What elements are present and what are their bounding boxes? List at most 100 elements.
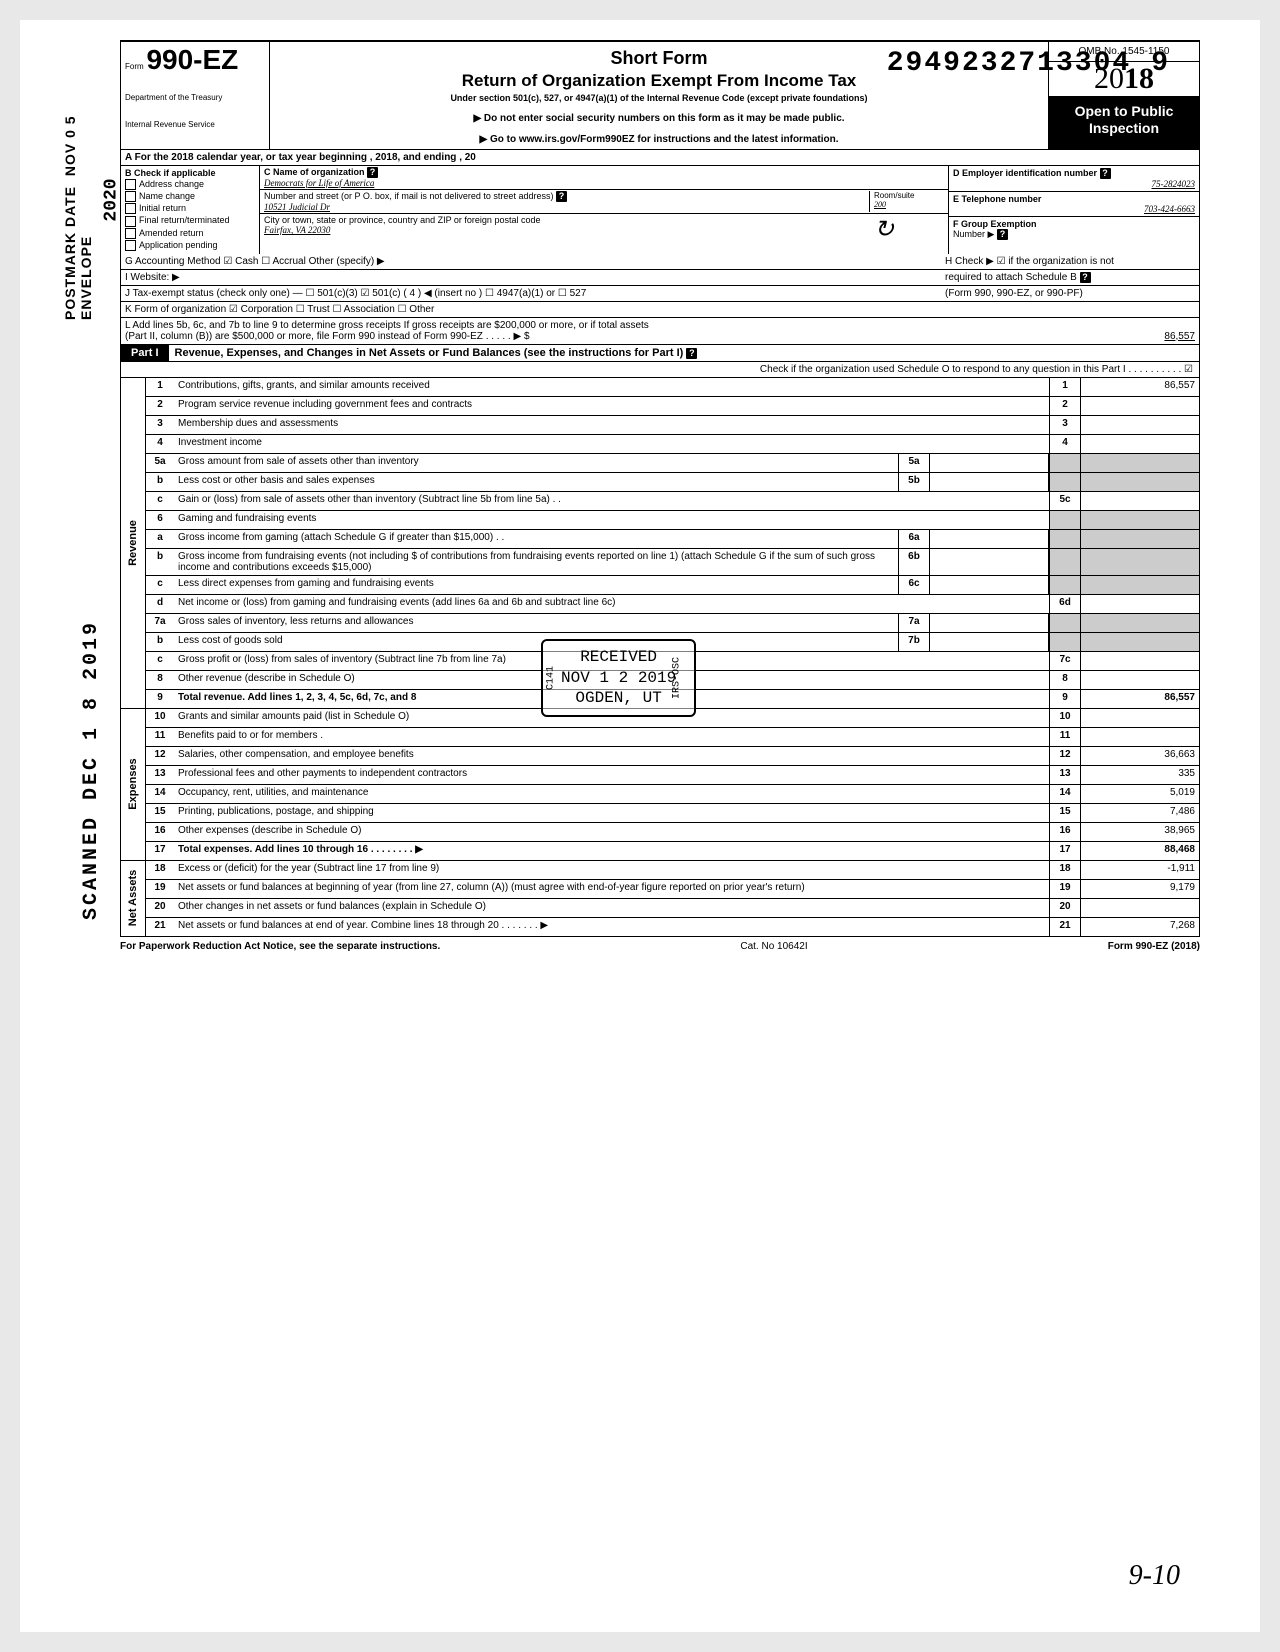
help-icon[interactable]: ? [556,191,567,202]
row-g-left: G Accounting Method ☑ Cash ☐ Accrual Oth… [125,256,941,267]
table-row: cLess direct expenses from gaming and fu… [146,576,1199,595]
table-row: 1Contributions, gifts, grants, and simil… [146,378,1199,397]
envelope-postmark-stamp: POSTMARK DATE NOV 0 5ENVELOPE [62,115,94,320]
row-j-tax-exempt: J Tax-exempt status (check only one) — ☐… [120,286,1200,302]
c-name-row: C Name of organization ? Democrats for L… [260,166,948,190]
row-k-form-org: K Form of organization ☑ Corporation ☐ T… [120,302,1200,318]
c-city-label: City or town, state or province, country… [264,215,540,225]
table-row: bLess cost or other basis and sales expe… [146,473,1199,492]
part-1-tab: Part I [121,345,169,361]
scanned-stamp: SCANNED DEC 1 8 2019 [80,620,103,920]
table-row: cGain or (loss) from sale of assets othe… [146,492,1199,511]
row-l-line1: L Add lines 5b, 6c, and 7b to line 9 to … [125,320,1195,331]
table-row: 20Other changes in net assets or fund ba… [146,899,1199,918]
col-d-e-f: D Employer identification number ? 75-28… [948,166,1199,254]
expenses-label-text: Expenses [127,759,139,810]
table-row: 13Professional fees and other payments t… [146,766,1199,785]
open-to-public: Open to Public Inspection [1049,97,1199,149]
help-icon[interactable]: ? [686,348,697,359]
row-k-text: K Form of organization ☑ Corporation ☐ T… [125,304,1195,315]
chk-initial-return[interactable]: Initial return [125,203,255,214]
room-value: 200 [874,200,886,209]
help-icon[interactable]: ? [997,229,1008,240]
open-line1: Open to Public [1051,103,1197,120]
c-address-row: Number and street (or P O. box, if mail … [260,190,948,214]
table-row: 19Net assets or fund balances at beginni… [146,880,1199,899]
row-i-right: required to attach Schedule B ? [945,272,1195,283]
dept-irs: Internal Revenue Service [125,121,265,130]
col-c-org-info: C Name of organization ? Democrats for L… [260,166,948,254]
chk-name-change[interactable]: Name change [125,191,255,202]
f-group-exemption: F Group Exemption Number ▶ ? [949,217,1199,242]
net-assets-side-label: Net Assets [121,861,146,936]
expenses-table: Expenses 10Grants and similar amounts pa… [120,709,1200,861]
row-l-line2: (Part II, column (B)) are $500,000 or mo… [125,331,1085,342]
table-row: dNet income or (loss) from gaming and fu… [146,595,1199,614]
table-row: 7aGross sales of inventory, less returns… [146,614,1199,633]
stamp-location: OGDEN, UT [561,688,676,709]
footer-mid: Cat. No 10642I [740,941,807,952]
table-row: aGross income from gaming (attach Schedu… [146,530,1199,549]
block-b-to-f: B Check if applicable Address change Nam… [120,166,1200,254]
table-row: 4Investment income4 [146,435,1199,454]
c-name-label: C Name of organization [264,167,365,177]
note-no-ssn: Do not enter social security numbers on … [278,113,1040,124]
table-row: 12Salaries, other compensation, and empl… [146,747,1199,766]
row-l-gross-receipts: L Add lines 5b, 6c, and 7b to line 9 to … [120,318,1200,345]
chk-address-change[interactable]: Address change [125,179,255,190]
help-icon[interactable]: ? [1100,168,1111,179]
note-website: Go to www.irs.gov/Form990EZ for instruct… [278,134,1040,145]
net-assets-rows: 18Excess or (deficit) for the year (Subt… [146,861,1199,936]
org-name-value: Democrats for Life of America [264,178,374,188]
stamp-date: NOV 1 2 2019 [561,668,676,689]
c-addr-label: Number and street (or P O. box, if mail … [264,191,553,201]
table-row: 16Other expenses (describe in Schedule O… [146,823,1199,842]
row-i-website: I Website: ▶ required to attach Schedule… [120,270,1200,286]
phone-value: 703-424-6663 [953,204,1195,214]
chk-application-pending[interactable]: Application pending [125,240,255,251]
received-stamp: RECEIVED NOV 1 2 2019 OGDEN, UT C141 IRS… [541,639,696,717]
stamp-received: RECEIVED [561,647,676,668]
chk-amended-return[interactable]: Amended return [125,228,255,239]
revenue-side-label: Revenue [121,378,146,708]
table-row: 17Total expenses. Add lines 10 through 1… [146,842,1199,860]
col-b-checkboxes: B Check if applicable Address change Nam… [121,166,260,254]
f-label: F Group Exemption [953,219,1037,229]
row-l-value: 86,557 [1085,331,1195,342]
e-phone: E Telephone number 703-424-6663 [949,192,1199,217]
col-b-header: B Check if applicable [125,168,255,178]
net-assets-table: Net Assets 18Excess or (deficit) for the… [120,861,1200,937]
document-number: 29492327133049 [887,48,1170,79]
chk-final-return[interactable]: Final return/terminated [125,215,255,226]
help-icon[interactable]: ? [367,167,378,178]
room-label: Room/suite [874,191,914,200]
dept-treasury: Department of the Treasury [125,94,265,103]
form-prefix: Form [125,62,144,71]
table-row: 2Program service revenue including gover… [146,397,1199,416]
ein-value: 75-2824023 [953,179,1195,189]
table-row: 3Membership dues and assessments3 [146,416,1199,435]
expenses-side-label: Expenses [121,709,146,860]
table-row: 11Benefits paid to or for members .11 [146,728,1199,747]
form-page: 29492327133049 2020 POSTMARK DATE NOV 0 … [20,20,1260,1632]
table-row: 15Printing, publications, postage, and s… [146,804,1199,823]
netassets-label-text: Net Assets [127,870,139,926]
stamp-side-left: C141 [545,666,558,690]
table-row: 14Occupancy, rent, utilities, and mainte… [146,785,1199,804]
table-row: bGross income from fundraising events (n… [146,549,1199,576]
footer-right: Form 990-EZ (2018) [1108,941,1200,952]
help-icon[interactable]: ? [1080,272,1091,283]
c-city-row: City or town, state or province, country… [260,214,948,245]
header-left: Form 990-EZ Department of the Treasury I… [121,42,270,149]
part-1-title: Revenue, Expenses, and Changes in Net As… [169,345,1199,361]
stamp-side-right: IRS-OSC [671,657,684,699]
doc-number-trail: 9 [1151,48,1170,79]
row-j-right: (Form 990, 990-EZ, or 990-PF) [941,288,1195,299]
row-h-right: H Check ▶ ☑ if the organization is not [941,256,1195,267]
row-i-left: I Website: ▶ [125,272,945,283]
revenue-label-text: Revenue [127,520,139,566]
d-ein: D Employer identification number ? 75-28… [949,166,1199,192]
table-row: 6Gaming and fundraising events [146,511,1199,530]
under-section: Under section 501(c), 527, or 4947(a)(1)… [278,93,1040,103]
form-footer: For Paperwork Reduction Act Notice, see … [120,941,1200,952]
